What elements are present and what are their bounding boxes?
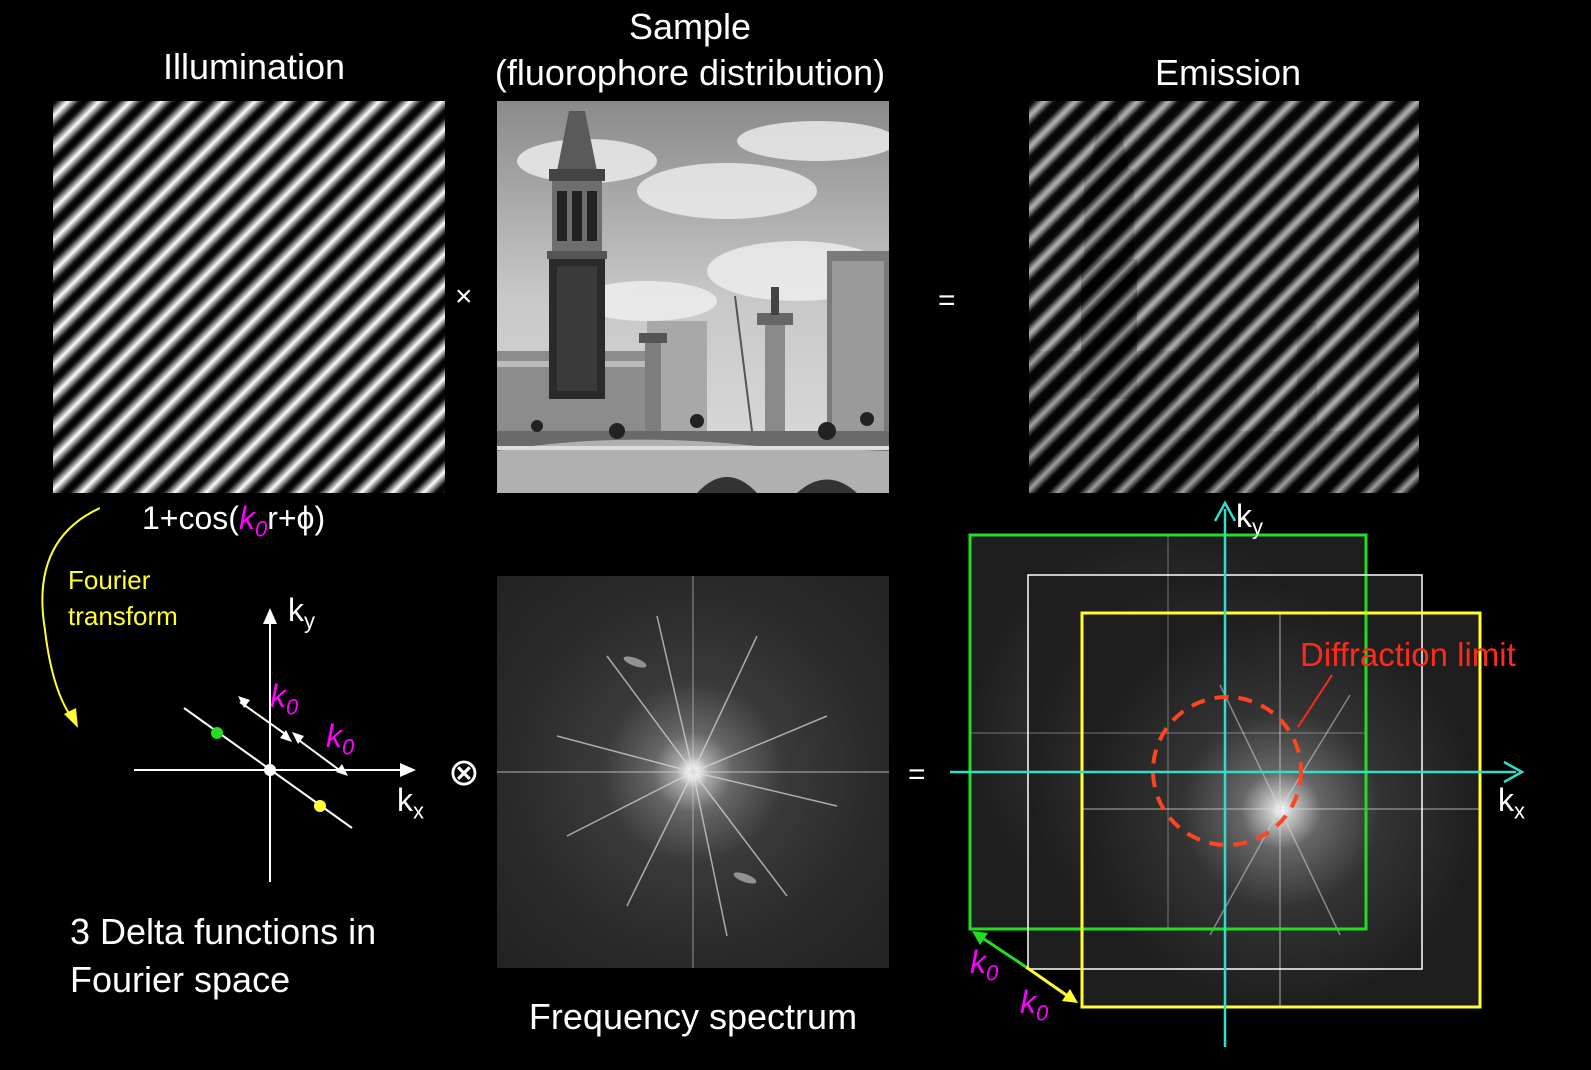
delta-ky-sub: y (304, 608, 315, 634)
delta-caption: 3 Delta functions in Fourier space (70, 908, 376, 1004)
sample-title-line2: (fluorophore distribution) (494, 52, 886, 93)
equals-operator-bottom: = (908, 758, 926, 791)
formula-k: k (238, 500, 255, 536)
delta-caption-line1: 3 Delta functions in (70, 911, 377, 952)
spectra-kx-sub: x (1514, 798, 1525, 824)
fourier-line1: Fourier (68, 565, 151, 595)
equals-operator-top: = (938, 284, 956, 317)
formula-prefix: 1+cos( (142, 500, 239, 536)
spectra-ky-label: ky (1236, 498, 1263, 540)
spectra-k0-yellow-sub: 0 (1036, 1000, 1049, 1026)
shifted-spectra-diagram (950, 500, 1525, 1047)
delta-ky-label: ky (288, 592, 315, 634)
fourier-arrow (41, 507, 100, 728)
delta-kx-k: k (397, 782, 413, 818)
convolution-operator: ⊗ (448, 752, 480, 794)
delta-k0-label-2: k0 (326, 718, 354, 760)
spectra-ky-sub: y (1252, 514, 1263, 540)
spectra-k0-label-green: k0 (970, 944, 998, 986)
spectra-k0-green-k: k (970, 944, 986, 980)
formula-suffix: r+ϕ) (267, 500, 326, 536)
sample-title-line1: Sample (628, 6, 752, 47)
delta-ky-k: k (288, 592, 304, 628)
multiply-operator: × (455, 280, 473, 313)
formula-k-sub: 0 (254, 516, 268, 542)
delta-k0-1-k: k (270, 678, 286, 714)
sample-image (497, 101, 889, 493)
spectra-k0-label-yellow: k0 (1020, 984, 1048, 1026)
delta-k0-1-sub: 0 (286, 694, 299, 720)
spectra-k0-green-sub: 0 (986, 960, 999, 986)
illumination-formula: 1+cos(k0r+ϕ) (142, 500, 325, 542)
sample-title: Sample (fluorophore distribution) (470, 4, 910, 96)
spectra-k0-yellow-k: k (1020, 984, 1036, 1020)
delta-k0-2-sub: 0 (342, 734, 355, 760)
spectra-kx-k: k (1498, 782, 1514, 818)
spectra-ky-k: k (1236, 498, 1252, 534)
delta-kx-sub: x (413, 798, 424, 824)
fourier-line2: transform (68, 601, 178, 631)
frequency-spectrum-image (497, 576, 889, 968)
illumination-title: Illumination (162, 46, 346, 87)
delta-kx-label: kx (397, 782, 424, 824)
delta-k0-2-k: k (326, 718, 342, 754)
delta-k0-label-1: k0 (270, 678, 298, 720)
frequency-spectrum-caption: Frequency spectrum (528, 996, 858, 1037)
emission-title: Emission (1154, 52, 1302, 93)
delta-functions-diagram (134, 608, 416, 882)
illumination-pattern (53, 101, 445, 493)
spectra-kx-label: kx (1498, 782, 1525, 824)
fourier-transform-label: Fourier transform (68, 562, 178, 634)
diffraction-limit-label: Diffraction limit (1300, 636, 1516, 673)
emission-image (1029, 101, 1419, 493)
delta-caption-line2: Fourier space (70, 959, 291, 1000)
